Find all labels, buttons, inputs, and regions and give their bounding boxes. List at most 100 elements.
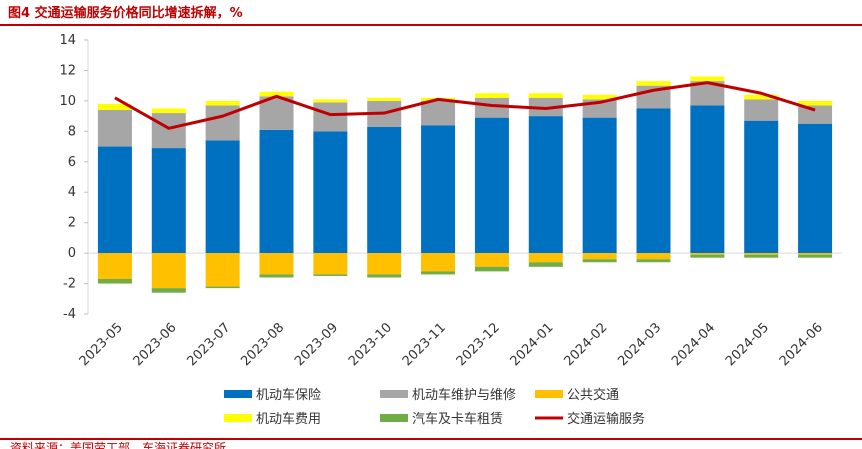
bar-segment xyxy=(690,254,725,258)
bar-segment xyxy=(97,110,132,147)
bar-segment xyxy=(151,113,186,149)
bar-segment xyxy=(636,81,671,86)
bar-segment xyxy=(97,253,132,279)
bar-segment xyxy=(744,253,779,255)
x-tick-label: 2023-10 xyxy=(346,320,395,369)
bar-segment xyxy=(636,259,671,263)
x-tick-label: 2023-05 xyxy=(77,320,126,369)
y-tick-label: 14 xyxy=(59,33,76,48)
bar-segment xyxy=(474,253,509,267)
bar-segment xyxy=(367,274,402,278)
bar-segment xyxy=(582,117,617,254)
bar-segment xyxy=(313,102,348,132)
bar-segment xyxy=(259,274,294,278)
figure-title: 图4 交通运输服务价格同比增速拆解，% xyxy=(8,6,243,21)
bar-segment xyxy=(313,131,348,254)
y-tick-label: 10 xyxy=(59,94,76,109)
bar-segment xyxy=(259,91,294,97)
bar-segment xyxy=(636,253,671,260)
x-tick-label: 2023-12 xyxy=(454,320,503,369)
bar-segment xyxy=(798,123,833,254)
bar-segment xyxy=(151,148,186,254)
x-tick-label: 2023-07 xyxy=(184,320,233,369)
bar-segment xyxy=(259,253,294,275)
bar-segment xyxy=(744,99,779,121)
y-tick-label: -2 xyxy=(63,277,76,292)
x-tick-label: 2023-08 xyxy=(238,320,287,369)
legend-label: 机动车维护与维修 xyxy=(412,387,516,403)
bar-segment xyxy=(151,253,186,289)
bar-segment xyxy=(97,278,132,284)
x-tick-label: 2024-02 xyxy=(561,320,610,369)
legend-label: 汽车及卡车租赁 xyxy=(412,411,503,427)
bar-segment xyxy=(636,108,671,254)
bar-segment xyxy=(367,126,402,254)
bar-segment xyxy=(690,253,725,255)
bar-segment xyxy=(97,103,132,111)
bar-segment xyxy=(367,253,402,275)
bar-segment xyxy=(313,99,348,103)
bar-segment xyxy=(744,94,779,100)
bar-segment xyxy=(367,97,402,101)
bar-segment xyxy=(798,254,833,258)
bar-segment xyxy=(474,93,509,98)
x-tick-label: 2023-09 xyxy=(292,320,341,369)
bar-segment xyxy=(421,100,456,126)
bar-segment xyxy=(205,100,240,106)
bar-segment xyxy=(744,120,779,254)
bar-segment xyxy=(259,129,294,254)
source-note: 资料来源：美国劳工部，东海证券研究所 xyxy=(10,441,227,449)
bar-segment xyxy=(421,253,456,272)
x-tick-label: 2024-05 xyxy=(723,320,772,369)
legend-swatch xyxy=(224,390,252,398)
legend-label: 交通运输服务 xyxy=(567,411,645,427)
bar-segment xyxy=(151,108,186,114)
bar-segment xyxy=(528,116,563,254)
bar-segment xyxy=(97,146,132,254)
bar-segment xyxy=(690,105,725,254)
y-tick-label: 4 xyxy=(68,185,76,200)
footer-rule xyxy=(0,438,862,440)
bar-segment xyxy=(205,140,240,254)
y-tick-label: -4 xyxy=(63,307,76,322)
bar-segment xyxy=(690,76,725,82)
legend-label: 公共交通 xyxy=(567,387,619,403)
y-tick-label: 6 xyxy=(68,155,76,170)
bar-segment xyxy=(474,117,509,254)
bar-segment xyxy=(798,253,833,255)
x-tick-label: 2024-06 xyxy=(777,320,826,369)
legend-swatch xyxy=(224,414,252,422)
bar-segment xyxy=(313,253,348,275)
bar-segment xyxy=(582,94,617,100)
bar-segment xyxy=(798,105,833,124)
bar-segment xyxy=(528,253,563,263)
legend-swatch xyxy=(535,390,563,398)
y-tick-label: 12 xyxy=(59,63,76,78)
legend-swatch xyxy=(380,414,408,422)
title-rule xyxy=(0,24,862,26)
x-tick-label: 2023-06 xyxy=(131,320,180,369)
bar-segment xyxy=(582,253,617,260)
x-tick-label: 2024-03 xyxy=(615,320,664,369)
legend-label: 机动车费用 xyxy=(256,411,321,427)
y-tick-label: 8 xyxy=(68,124,76,139)
series-line xyxy=(114,81,816,130)
bar-segment xyxy=(421,125,456,254)
bar-segment xyxy=(582,259,617,263)
bar-segment xyxy=(151,288,186,293)
legend-swatch xyxy=(380,390,408,398)
legend-label: 机动车保险 xyxy=(256,387,321,403)
x-tick-label: 2024-01 xyxy=(508,320,557,369)
bar-segment xyxy=(528,93,563,98)
line-layer xyxy=(114,81,816,130)
bar-segment xyxy=(474,266,509,272)
bar-segment xyxy=(421,271,456,275)
bar-segment xyxy=(205,253,240,287)
bar-segment xyxy=(744,254,779,258)
bar-segment xyxy=(528,262,563,267)
bars xyxy=(97,76,833,293)
x-axis-ticks: 2023-05 2023-06 2023-07 2023-08 2023-09 2023-… xyxy=(77,320,826,369)
x-tick-label: 2023-11 xyxy=(400,320,449,369)
